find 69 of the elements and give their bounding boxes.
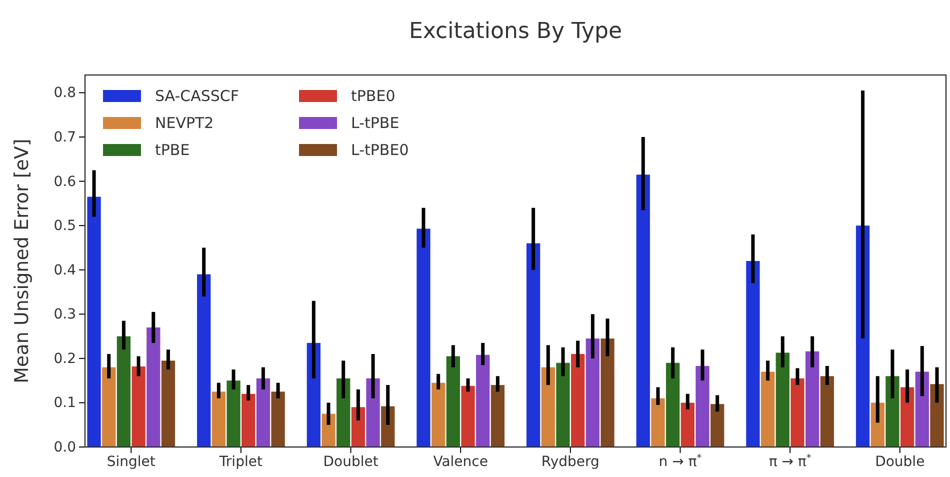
bar bbox=[161, 360, 176, 447]
bar bbox=[820, 376, 834, 447]
bar bbox=[930, 384, 944, 447]
y-tick-label: 0.6 bbox=[54, 174, 76, 190]
bar bbox=[146, 327, 160, 447]
bar bbox=[226, 380, 240, 447]
y-axis-title: Mean Unsigned Error [eV] bbox=[11, 138, 33, 384]
bar bbox=[805, 351, 820, 447]
legend-label: L-tPBE bbox=[351, 114, 400, 132]
chart-title: Excitations By Type bbox=[408, 19, 622, 44]
bar bbox=[696, 366, 710, 447]
bar bbox=[322, 414, 336, 447]
y-tick-label: 0.2 bbox=[54, 350, 76, 367]
y-tick-label: 0.7 bbox=[54, 129, 76, 146]
bar bbox=[366, 378, 380, 447]
bar bbox=[271, 392, 285, 447]
bar bbox=[886, 376, 900, 447]
bar bbox=[461, 386, 475, 447]
bar bbox=[132, 366, 146, 447]
bar bbox=[541, 367, 555, 447]
bar bbox=[760, 372, 775, 447]
bar bbox=[666, 362, 680, 447]
bar bbox=[212, 392, 226, 447]
bar bbox=[790, 378, 804, 447]
bar bbox=[242, 394, 256, 447]
x-tick-label: Rydberg bbox=[541, 454, 600, 470]
bar bbox=[306, 342, 320, 447]
bar bbox=[680, 402, 694, 447]
x-tick-label: Triplet bbox=[218, 454, 263, 470]
bar bbox=[256, 378, 270, 447]
bar bbox=[636, 174, 650, 447]
legend-label: tPBE bbox=[155, 141, 190, 159]
bar bbox=[915, 372, 929, 447]
bar bbox=[710, 404, 724, 447]
bar bbox=[571, 354, 585, 447]
x-tick-label: π → π$^{*}$ bbox=[768, 452, 812, 470]
x-tick-label: Doublet bbox=[323, 454, 379, 470]
y-tick-label: 0.3 bbox=[54, 306, 76, 323]
bar bbox=[102, 367, 116, 447]
bar bbox=[600, 338, 614, 447]
bar bbox=[900, 387, 914, 447]
bar bbox=[197, 274, 211, 447]
bar bbox=[87, 196, 101, 447]
bar bbox=[746, 261, 760, 447]
legend-label: L-tPBE0 bbox=[351, 141, 409, 159]
legend-label: SA-CASSCF bbox=[155, 87, 240, 105]
x-tick-label: n → π$^{*}$ bbox=[658, 452, 702, 470]
legend-label: NEVPT2 bbox=[155, 114, 214, 132]
bar bbox=[432, 382, 446, 447]
bar bbox=[556, 362, 570, 447]
y-tick-label: 0.1 bbox=[54, 395, 76, 412]
y-tick-label: 0.8 bbox=[54, 85, 76, 102]
bar bbox=[446, 356, 460, 447]
bar bbox=[416, 228, 430, 447]
x-tick-label: Singlet bbox=[106, 454, 156, 470]
legend-label: tPBE0 bbox=[351, 87, 396, 105]
bar bbox=[586, 338, 600, 447]
bar bbox=[490, 385, 505, 447]
bar bbox=[651, 398, 665, 447]
bar bbox=[116, 336, 131, 447]
y-tick-label: 0.0 bbox=[54, 439, 76, 456]
y-tick-label: 0.5 bbox=[54, 218, 76, 234]
bar bbox=[476, 354, 490, 447]
bar bbox=[776, 352, 790, 447]
y-tick-label: 0.4 bbox=[54, 262, 76, 278]
bar bbox=[526, 243, 540, 447]
bar bbox=[336, 378, 350, 447]
x-tick-label: Valence bbox=[433, 454, 488, 470]
x-tick-label: Double bbox=[875, 454, 925, 470]
